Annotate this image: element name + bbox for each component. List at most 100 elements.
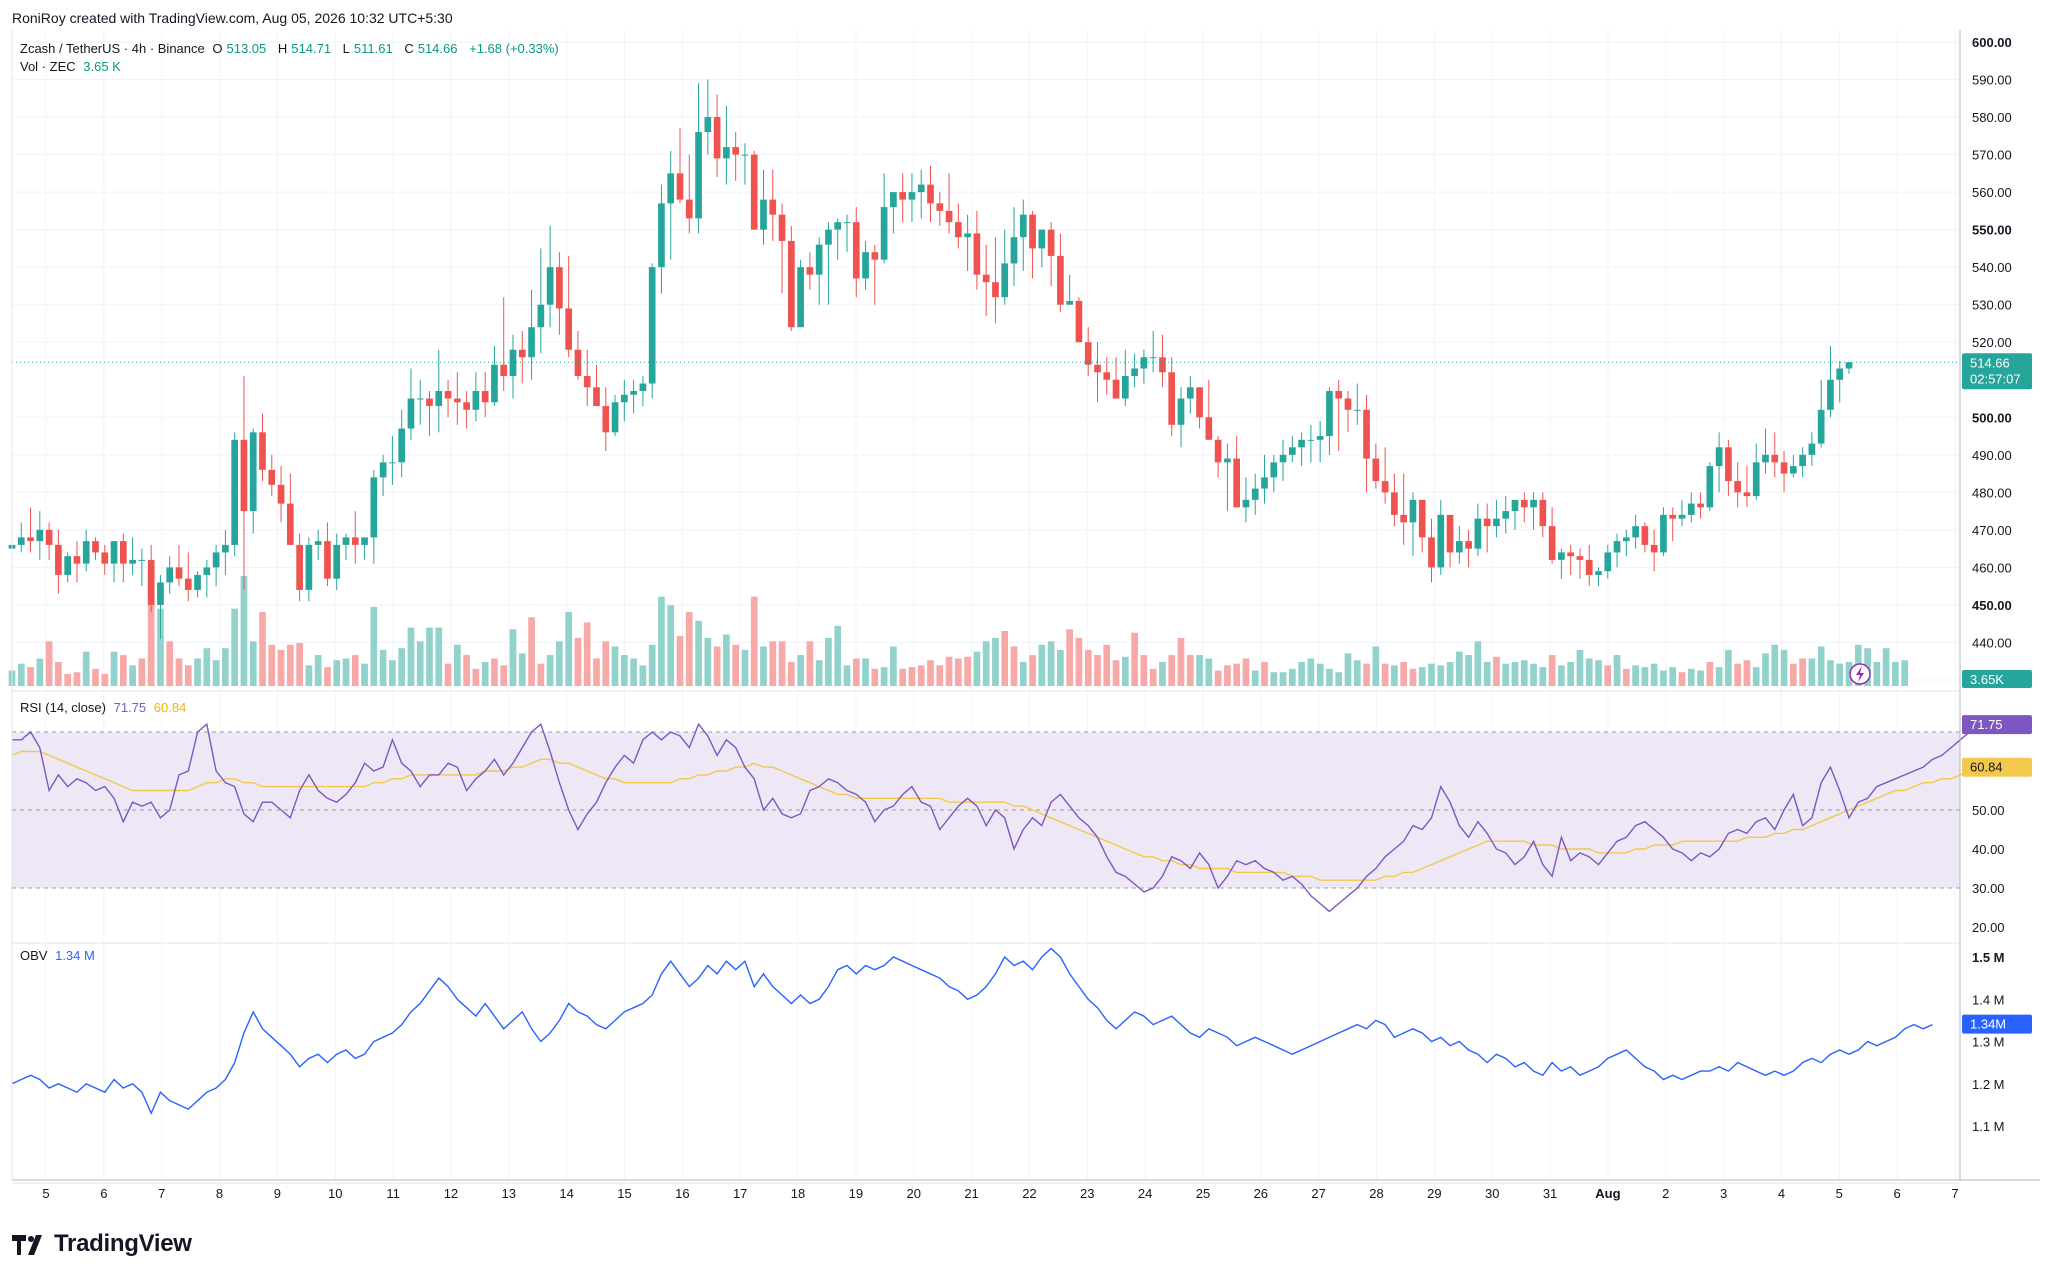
volume-bar: [1548, 655, 1556, 686]
volume-bar: [1075, 637, 1083, 686]
volume-bar: [1344, 653, 1352, 686]
candle-body: [361, 537, 368, 545]
volume-bar: [194, 658, 201, 686]
price-tick-label: 480.00: [1972, 485, 2012, 500]
candle-body: [583, 376, 591, 388]
candle-body: [1613, 541, 1621, 553]
candle-body: [565, 308, 573, 350]
candle-body: [1168, 372, 1176, 425]
candle-body: [138, 559, 146, 561]
volume-bar: [1446, 661, 1454, 686]
volume-bar: [296, 643, 303, 686]
volume-bar: [1186, 655, 1194, 686]
candle-body: [324, 541, 331, 579]
volume-bar: [1372, 646, 1380, 686]
candle-body: [1326, 391, 1333, 437]
candle-body: [1001, 263, 1009, 298]
candle-body: [1604, 552, 1612, 572]
volume-bar: [1641, 667, 1649, 686]
volume-bar: [268, 644, 276, 686]
candle-body: [658, 203, 665, 268]
candle-body: [1734, 481, 1742, 493]
candle-body: [528, 327, 535, 358]
tradingview-logo[interactable]: TradingView: [12, 1230, 192, 1258]
candle-body: [704, 117, 712, 133]
candle-body: [342, 537, 350, 545]
volume-bar: [1734, 663, 1742, 686]
volume-bar: [45, 641, 53, 686]
volume-bar: [1882, 648, 1890, 686]
volume-bar: [1196, 655, 1203, 686]
ohlc-l: L 511.61: [342, 41, 393, 56]
volume-bar: [565, 612, 573, 686]
candle-body: [750, 154, 758, 230]
volume-bar: [1224, 665, 1231, 686]
x-tick-label: 8: [216, 1186, 223, 1201]
candle-body: [203, 567, 211, 575]
price-tick-label: 560.00: [1972, 185, 2012, 200]
volume-bar: [370, 606, 378, 686]
candle-body: [1047, 229, 1055, 256]
candle-body: [472, 391, 480, 410]
volume-bar: [880, 667, 888, 686]
x-tick-label: 7: [158, 1186, 165, 1201]
candle-body: [1567, 552, 1575, 557]
candle-body: [1205, 417, 1213, 440]
price-change: +1.68 (+0.33%): [469, 41, 559, 56]
candle-body: [676, 173, 684, 200]
volume-bar: [1279, 672, 1287, 686]
volume-bar: [778, 641, 786, 686]
x-tick-label: 6: [1894, 1186, 1901, 1201]
volume-bar: [1121, 656, 1129, 686]
candle-body: [1400, 514, 1408, 523]
candle-body: [1316, 436, 1324, 440]
volume-bar: [890, 646, 897, 686]
candles: [8, 79, 1960, 639]
volume-bar: [240, 576, 248, 686]
rsi-ma-badge-text: 60.84: [1970, 760, 2003, 775]
volume-bar: [1029, 655, 1036, 686]
volume-bars: [8, 576, 1909, 686]
candle-body: [82, 541, 90, 564]
candle-body: [760, 199, 767, 230]
price-tick-label: 460.00: [1972, 560, 2012, 575]
volume-bar: [1752, 667, 1760, 686]
candle-body: [1548, 526, 1556, 560]
volume-bar: [1428, 663, 1435, 686]
candle-body: [1010, 237, 1018, 264]
volume-bar: [1483, 661, 1491, 686]
rsi-band: [12, 731, 1960, 889]
brand-name: TradingView: [54, 1230, 192, 1257]
candle-body: [370, 477, 378, 538]
volume-bar: [64, 673, 72, 686]
x-tick-label: 19: [849, 1186, 863, 1201]
candle-body: [945, 210, 953, 223]
candle-body: [1270, 462, 1278, 478]
rsi-ma-line: [11, 750, 1989, 881]
volume-bar: [528, 617, 535, 686]
candle-body: [574, 349, 582, 377]
candle-body: [890, 192, 897, 208]
volume-bar: [101, 673, 109, 686]
candle-body: [55, 544, 62, 575]
volume-bar: [964, 656, 971, 686]
candle-body: [1502, 511, 1510, 519]
candle-body: [667, 173, 675, 204]
volume-bar: [917, 665, 925, 686]
obv-tick-label: 1.5 M: [1972, 950, 2005, 965]
candle-body: [741, 154, 749, 156]
volume-bar: [1307, 658, 1315, 686]
volume-bar: [1112, 660, 1120, 686]
volume-bar: [147, 591, 155, 686]
volume-bar: [1613, 655, 1621, 686]
last-price-badge-text: 02:57:07: [1970, 371, 2021, 386]
volume-bar: [1409, 668, 1417, 686]
candle-body: [296, 544, 303, 590]
rsi-badge-bg: [1962, 715, 2032, 735]
obv-line: [11, 947, 1933, 1116]
tick-labels: 600.00590.00580.00570.00560.00550.00540.…: [42, 35, 2011, 1201]
axes: [11, 30, 2040, 1181]
candle-body: [927, 184, 934, 204]
candle-body: [1780, 462, 1788, 474]
